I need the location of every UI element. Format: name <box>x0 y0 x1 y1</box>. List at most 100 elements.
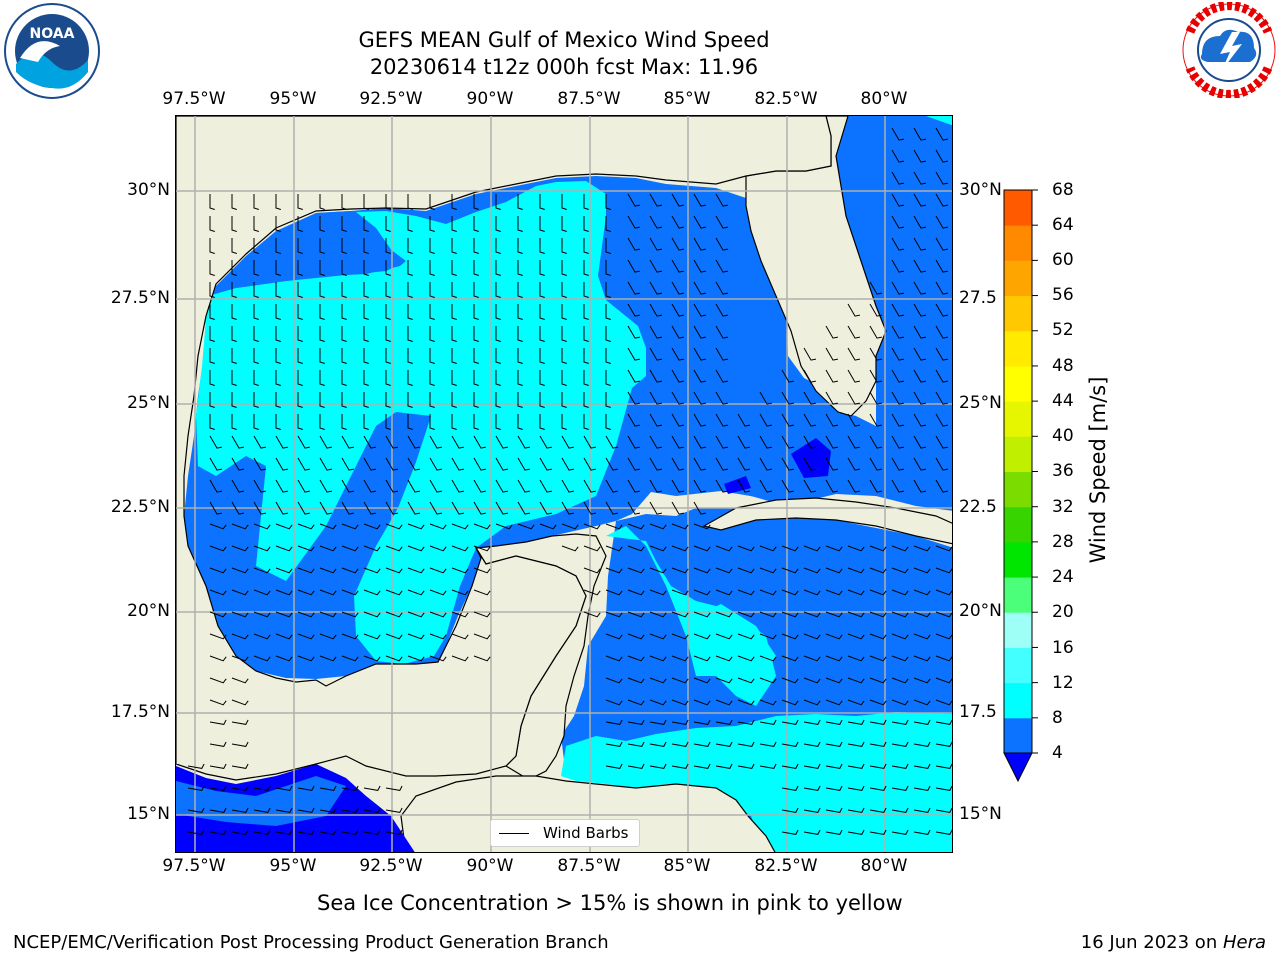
wind-barb <box>385 545 403 552</box>
wind-barb <box>737 677 755 684</box>
wind-barb <box>363 633 381 640</box>
wind-barb <box>363 807 381 813</box>
wind-barb <box>759 763 777 769</box>
wind-barb <box>935 567 952 574</box>
wind-barb <box>693 677 711 684</box>
wind-barb <box>869 829 887 835</box>
wind-barb <box>649 763 667 769</box>
wind-barb <box>737 655 755 662</box>
wind-barb <box>781 763 799 769</box>
colorbar-tick: 60 <box>1052 250 1074 270</box>
wind-barb <box>473 589 491 596</box>
wind-barb <box>847 391 860 405</box>
wind-barb <box>341 326 347 342</box>
wind-barb <box>891 237 904 251</box>
wind-barb <box>869 545 887 552</box>
colorbar-segment <box>1004 260 1032 297</box>
wind-barb <box>297 523 315 530</box>
wind-barb <box>517 392 523 408</box>
wind-barb <box>495 414 501 430</box>
wind-barb <box>561 194 567 210</box>
wind-barb <box>781 413 794 427</box>
wind-barb <box>385 216 391 232</box>
wind-barb <box>429 216 435 232</box>
wind-barb <box>869 435 882 449</box>
wind-barb <box>605 304 611 320</box>
wind-barb <box>803 829 821 835</box>
lon-tick-top: 82.5°W <box>754 89 818 109</box>
wind-barb <box>495 194 501 210</box>
wind-barb <box>891 655 909 662</box>
wind-barb <box>825 829 843 835</box>
wind-barb <box>451 260 457 276</box>
wind-barb <box>429 282 435 298</box>
wind-barb <box>363 392 369 408</box>
wind-barb <box>209 611 227 618</box>
wind-barb <box>935 259 948 273</box>
wind-barb <box>297 589 315 596</box>
wind-barb <box>407 633 425 640</box>
wind-barb <box>803 391 816 405</box>
wind-barb <box>605 457 618 471</box>
wind-barb <box>803 545 821 552</box>
wind-barb <box>627 655 645 662</box>
wind-barb <box>539 260 545 276</box>
wind-barb <box>693 611 711 618</box>
caribbean-cyan-region <box>561 712 952 852</box>
wind-barb <box>913 281 926 295</box>
wind-barb <box>231 304 237 320</box>
wind-barb <box>451 545 469 552</box>
wind-barb <box>605 655 623 662</box>
wind-barb <box>275 282 281 298</box>
wind-barb <box>341 194 347 210</box>
wind-barb <box>561 348 567 364</box>
wind-barb <box>297 501 310 515</box>
wind-barb <box>363 282 369 298</box>
colorbar-tick: 16 <box>1052 638 1074 658</box>
wind-barb <box>341 435 354 449</box>
wind-barb <box>385 348 391 364</box>
wind-barb <box>407 216 413 232</box>
wind-barb <box>341 348 347 364</box>
wind-barb <box>517 194 523 210</box>
wind-barb <box>385 829 403 835</box>
wind-barb <box>649 325 662 339</box>
wind-barb <box>781 807 799 813</box>
wind-barb <box>297 567 315 574</box>
wind-barb <box>209 216 215 232</box>
wind-barb <box>715 741 733 747</box>
wind-barb <box>913 677 931 684</box>
wind-barb <box>605 348 611 364</box>
wind-barb <box>869 655 887 662</box>
wind-barb <box>473 435 486 449</box>
wind-barb <box>649 567 667 574</box>
wind-barb <box>847 785 865 791</box>
wind-barb <box>759 655 777 662</box>
wind-barb <box>495 260 501 276</box>
wind-barb <box>715 611 733 618</box>
wind-barb <box>539 282 545 298</box>
colorbar-tick: 20 <box>1052 602 1074 622</box>
wind-barb <box>561 282 567 298</box>
wind-barb <box>825 785 843 791</box>
wind-barb <box>297 216 303 232</box>
wind-barb <box>781 435 794 449</box>
wind-barb <box>253 194 259 210</box>
lon-tick-top: 92.5°W <box>359 89 423 109</box>
wind-barb <box>407 435 420 449</box>
wind-barb <box>319 785 337 791</box>
wind-barb <box>605 194 611 210</box>
wind-barb <box>407 611 425 618</box>
colorbar-tick: 8 <box>1052 708 1063 728</box>
gulf-cyan-region <box>196 181 646 664</box>
wind-barb <box>385 611 403 618</box>
wind-barb <box>297 611 315 618</box>
wind-barb <box>517 326 523 342</box>
wind-barb <box>209 741 227 747</box>
wind-barb <box>539 216 545 232</box>
wind-barb <box>803 589 821 596</box>
wind-barb <box>473 633 491 640</box>
wind-barb <box>649 193 662 207</box>
wind-barb <box>341 260 347 276</box>
wind-barb <box>275 829 293 835</box>
